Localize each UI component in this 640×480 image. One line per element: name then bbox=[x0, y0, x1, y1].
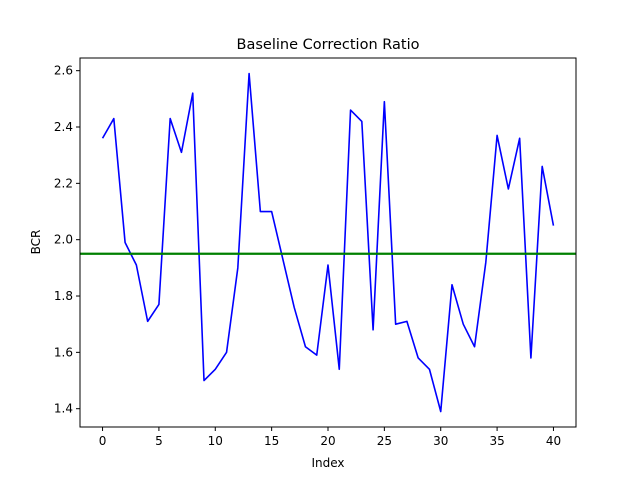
x-tick-label: 40 bbox=[546, 434, 561, 448]
x-tick-label: 10 bbox=[208, 434, 223, 448]
y-tick-label: 2.2 bbox=[54, 176, 73, 190]
x-tick-label: 35 bbox=[489, 434, 504, 448]
y-axis-title: BCR bbox=[29, 230, 43, 255]
x-tick-label: 20 bbox=[320, 434, 335, 448]
x-axis-title: Index bbox=[311, 456, 344, 470]
y-tick-label: 2.6 bbox=[54, 64, 73, 78]
series-line-0 bbox=[101, 72, 555, 413]
x-tick-label: 0 bbox=[99, 434, 107, 448]
x-tick-label: 25 bbox=[377, 434, 392, 448]
plot-area bbox=[80, 72, 576, 413]
y-tick-label: 1.8 bbox=[54, 289, 73, 303]
x-tick-label: 30 bbox=[433, 434, 448, 448]
x-tick-label: 15 bbox=[264, 434, 279, 448]
chart-title: Baseline Correction Ratio bbox=[237, 37, 420, 53]
y-tick-label: 1.6 bbox=[54, 345, 73, 359]
axes: 0 5 10 15 20 25 30 35 40 1.4 1.6 1.8 2.0 2.2 2.4 2.6 bbox=[54, 57, 577, 448]
y-tick-label: 2.0 bbox=[54, 233, 73, 247]
y-tick-label: 1.4 bbox=[54, 402, 73, 416]
x-tick-label: 5 bbox=[155, 434, 163, 448]
y-tick-label: 2.4 bbox=[54, 120, 73, 134]
